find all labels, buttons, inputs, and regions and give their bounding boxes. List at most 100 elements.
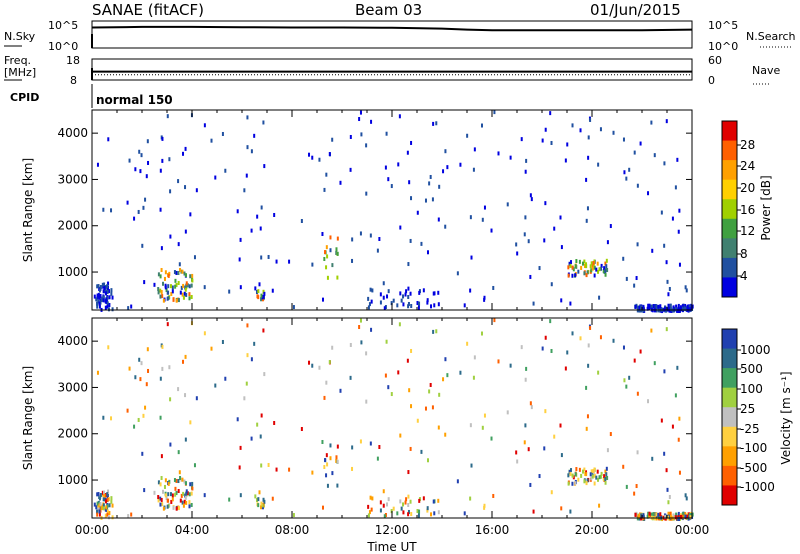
power-echo-point <box>625 276 628 281</box>
velocity-echo-point <box>681 514 684 519</box>
power-echo-point <box>598 295 601 300</box>
velocity-echo-point <box>183 479 186 484</box>
power-echo-point <box>171 289 174 294</box>
power-echo-point <box>130 304 133 309</box>
x-tick-label: 08:00 <box>275 523 310 537</box>
power-echo-point <box>261 295 264 300</box>
velocity-echo-point <box>110 496 113 501</box>
velocity-echo-point <box>369 495 372 500</box>
velocity-echo-point <box>596 469 599 474</box>
velocity-echo-point <box>188 492 191 497</box>
power-echo-point <box>104 285 107 290</box>
velocity-echo-point <box>592 469 595 474</box>
velocity-echo-point <box>184 481 187 486</box>
power-echo-point <box>676 157 679 162</box>
power-echo-point <box>138 149 141 154</box>
velocity-echo-point <box>169 397 172 402</box>
power-echo-point <box>163 276 166 281</box>
velocity-echo-point <box>420 449 423 454</box>
power-echo-point <box>560 245 563 250</box>
velocity-echo-point <box>625 384 628 389</box>
power-echo-point <box>509 155 512 160</box>
power-echo-point <box>571 123 574 128</box>
power-echo-point <box>426 300 429 305</box>
velocity-echo-point <box>569 509 572 514</box>
power-echo-point <box>444 149 447 154</box>
power-echo-point <box>263 164 266 169</box>
power-echo-point <box>585 177 588 182</box>
velocity-echo-point <box>590 469 593 474</box>
velocity-echo-point <box>358 325 361 330</box>
power-echo-point <box>520 137 523 142</box>
power-echo-point <box>559 215 562 220</box>
freq-left-tick-bottom: 8 <box>70 74 77 87</box>
velocity-echo-point <box>407 470 410 475</box>
velocity-echo-point <box>159 482 162 487</box>
velocity-echo-point <box>257 503 260 508</box>
velocity-echo-point <box>140 361 143 366</box>
power-echo-point <box>480 123 483 128</box>
power-echo-point <box>574 264 577 269</box>
velocity-echo-point <box>382 503 385 508</box>
power-echo-point <box>647 303 650 308</box>
power-echo-point <box>153 282 156 287</box>
velocity-echo-point <box>402 510 405 515</box>
power-echo-point <box>133 216 136 221</box>
velocity-echo-point <box>676 365 679 370</box>
power-echo-point <box>170 291 173 296</box>
power-echo-point <box>189 274 192 279</box>
power-echo-point <box>659 304 662 309</box>
velocity-echo-point <box>591 474 594 479</box>
velocity-echo-point <box>640 516 643 521</box>
velocity-echo-point <box>543 446 546 451</box>
power-echo-point <box>260 205 263 210</box>
velocity-echo-point <box>263 499 266 504</box>
power-echo-point <box>139 169 142 174</box>
velocity-echo-point <box>384 513 387 518</box>
power-echo-point <box>110 291 113 296</box>
power-echo-point <box>142 205 145 210</box>
velocity-echo-point <box>326 462 329 467</box>
power-echo-point <box>370 299 373 304</box>
power-echo-point <box>188 296 191 301</box>
power-echo-point <box>224 168 227 173</box>
velocity-echo-point <box>365 399 368 404</box>
power-echo-point <box>384 165 387 170</box>
velocity-echo-point <box>95 505 98 510</box>
power-echo-point <box>96 284 99 289</box>
power-echo-point <box>145 174 148 179</box>
colorbar-tick-label: 4 <box>740 269 748 283</box>
velocity-echo-point <box>422 496 425 501</box>
velocity-echo-point <box>184 393 187 398</box>
power-echo-point <box>326 254 329 259</box>
power-echo-point <box>325 245 328 250</box>
power-echo-point <box>437 217 440 222</box>
power-panel-frame <box>91 109 693 311</box>
velocity-echo-point <box>107 497 110 502</box>
power-echo-point <box>159 207 162 212</box>
power-echo-point <box>604 268 607 273</box>
power-echo-point <box>609 224 612 229</box>
power-echo-point <box>98 288 101 293</box>
power-echo-point <box>255 289 258 294</box>
velocity-echo-point <box>690 512 693 517</box>
velocity-echo-point <box>157 495 160 500</box>
velocity-echo-point <box>628 375 631 380</box>
velocity-echo-point <box>177 488 180 493</box>
velocity-echo-point <box>97 492 100 497</box>
velocity-echo-point <box>432 499 435 504</box>
power-echo-point <box>571 265 574 270</box>
power-echo-point <box>99 300 102 305</box>
power-colorbar-label: Power [dB] <box>759 175 773 240</box>
velocity-echo-point <box>325 453 328 458</box>
velocity-echo-point <box>188 504 191 509</box>
velocity-echo-point <box>111 503 114 508</box>
velocity-echo-point <box>367 504 370 509</box>
velocity-echo-point <box>133 424 136 429</box>
x-tick-label: 12:00 <box>375 523 410 537</box>
velocity-echo-point <box>386 502 389 507</box>
velocity-echo-point <box>186 491 189 496</box>
velocity-echo-point <box>671 424 674 429</box>
velocity-echo-point <box>107 345 110 350</box>
velocity-echo-point <box>463 511 466 516</box>
